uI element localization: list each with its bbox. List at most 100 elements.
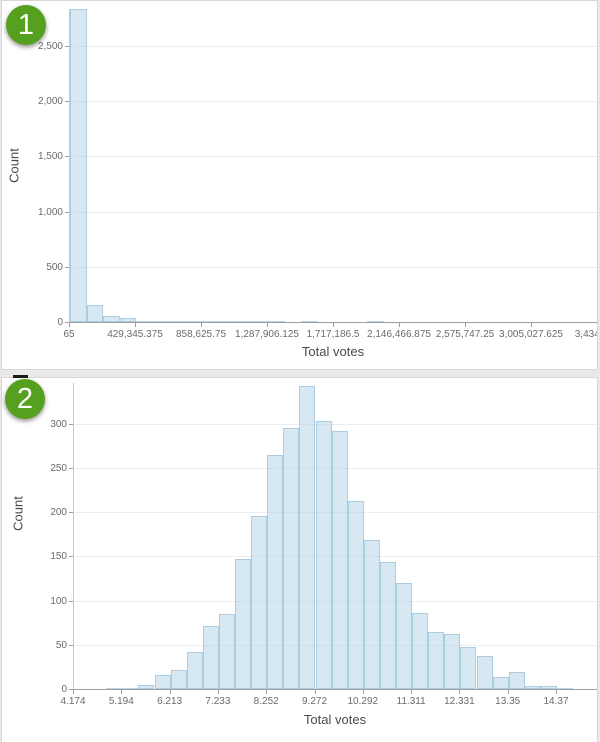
y-tick-label: 2,000 xyxy=(37,96,63,108)
chart-card-1: 1 Count Total votes 0 500 1,000 1,500 2,000 2… xyxy=(1,0,598,370)
x-tick-mark xyxy=(73,690,74,694)
step-badge-1: 1 xyxy=(6,5,46,45)
y-tick-mark xyxy=(69,512,73,514)
y-tick-mark xyxy=(65,45,69,47)
x-tick-mark xyxy=(121,690,123,694)
x-tick-mark xyxy=(362,690,364,694)
x-tick-label: 12.331 xyxy=(444,696,475,707)
x-tick-mark xyxy=(465,323,466,327)
y-tick-label: 1,500 xyxy=(37,151,63,163)
x-tick-label: 1,287,906.125 xyxy=(235,329,299,340)
x-tick-mark xyxy=(217,690,219,694)
x-tick-mark xyxy=(411,690,413,694)
histogram-bar xyxy=(267,454,284,689)
y-tick-mark xyxy=(65,101,69,103)
histogram-bar xyxy=(138,684,155,689)
y-tick-mark xyxy=(65,266,69,268)
step-badge-2: 2 xyxy=(5,379,45,419)
histogram-bar xyxy=(508,672,525,689)
histogram-bar xyxy=(235,559,252,689)
x-tick-label: 4.174 xyxy=(60,696,86,707)
x-tick-mark xyxy=(267,323,268,327)
y-tick-label: 150 xyxy=(50,551,67,563)
histogram-bar xyxy=(299,385,316,689)
histogram-bar xyxy=(444,634,461,689)
x-tick-mark xyxy=(314,690,316,694)
x-tick-label: 3,434,308 xyxy=(574,329,597,340)
histogram-bar xyxy=(86,305,103,322)
histogram-bar xyxy=(251,321,268,322)
y-tick-mark xyxy=(69,467,73,469)
histogram-bar xyxy=(185,321,202,322)
histogram-bar xyxy=(103,315,120,322)
histogram-bar xyxy=(524,686,541,689)
x-tick-label: 8.252 xyxy=(253,696,279,707)
y-tick-mark xyxy=(69,423,73,425)
gridline xyxy=(70,266,597,268)
histogram-bar xyxy=(119,318,136,322)
histogram-bar xyxy=(218,321,235,322)
histogram-bar xyxy=(367,321,384,322)
x-tick-mark xyxy=(135,323,136,327)
histogram-bar xyxy=(106,688,123,689)
x-tick-label: 429,345.375 xyxy=(107,329,163,340)
x-tick-mark xyxy=(69,323,70,327)
x-axis-title-1: Total votes xyxy=(301,344,365,359)
y-tick-label: 0 xyxy=(57,317,63,328)
y-tick-label: 250 xyxy=(50,462,67,474)
histogram-bar xyxy=(152,321,169,322)
x-tick-label: 2,146,466.875 xyxy=(367,329,431,340)
y-tick-mark xyxy=(69,689,73,690)
x-tick-label: 11.311 xyxy=(396,696,426,707)
chart-card-2: 2 Count Total votes 0 50 100 150 200 250 300 4.… xyxy=(1,377,598,742)
gridline xyxy=(70,45,597,47)
histogram-bar xyxy=(268,321,285,322)
x-tick-mark xyxy=(201,323,202,327)
gridline xyxy=(70,101,597,103)
histogram-bar xyxy=(331,430,348,689)
histogram-bar xyxy=(347,500,364,689)
histogram-bar xyxy=(136,320,153,322)
histogram-bar xyxy=(379,561,396,689)
y-tick-label: 100 xyxy=(50,595,67,607)
histogram-bar xyxy=(70,9,87,322)
x-tick-label: 2,575,747.25 xyxy=(435,329,495,340)
x-tick-label: 3,005,027.625 xyxy=(499,329,563,340)
x-tick-label: 858,625.75 xyxy=(175,329,227,340)
histogram-bar xyxy=(154,674,171,689)
y-tick-mark xyxy=(65,156,69,158)
x-tick-mark xyxy=(597,323,598,327)
histogram-bar xyxy=(202,626,219,689)
x-tick-mark xyxy=(333,323,334,327)
histogram-bar xyxy=(557,688,574,689)
plot-area-1 xyxy=(69,9,597,323)
x-tick-label: 1,717,186.5 xyxy=(306,329,360,340)
y-tick-label: 300 xyxy=(50,418,67,430)
histogram-bar xyxy=(476,656,493,689)
y-tick-mark xyxy=(69,600,73,602)
x-tick-label: 5.194 xyxy=(108,696,134,707)
histogram-bar xyxy=(540,686,557,689)
y-tick-label: 50 xyxy=(55,639,67,651)
x-tick-label: 10.292 xyxy=(347,696,379,707)
histogram-bar xyxy=(460,646,477,689)
x-tick-label: 6.213 xyxy=(157,696,183,707)
x-tick-label: 13.35 xyxy=(495,696,521,707)
y-axis-title-1: Count xyxy=(6,148,22,183)
x-tick-label: 65 xyxy=(63,329,75,340)
divider-mark xyxy=(13,375,28,378)
gridline xyxy=(70,156,597,158)
x-tick-mark xyxy=(556,690,557,694)
histogram-bar xyxy=(169,320,186,322)
y-tick-mark xyxy=(69,644,73,646)
histogram-bar xyxy=(186,651,203,689)
histogram-bar xyxy=(235,321,252,322)
y-tick-mark xyxy=(65,211,69,213)
histogram-bar xyxy=(428,632,445,689)
y-tick-label: 0 xyxy=(61,684,67,695)
x-tick-mark xyxy=(266,690,268,694)
y-tick-label: 1,000 xyxy=(37,206,63,218)
histogram-bar xyxy=(412,612,429,689)
histogram-bar xyxy=(283,428,300,689)
